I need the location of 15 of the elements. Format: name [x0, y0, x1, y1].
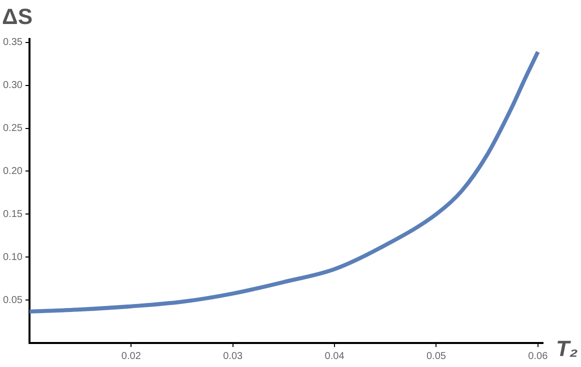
- y-tick-label: 0.10: [2, 252, 23, 263]
- y-tick-label: 0.35: [2, 37, 23, 48]
- y-tick-label: 0.20: [2, 166, 23, 177]
- y-tick-label: 0.30: [2, 80, 23, 92]
- x-tick-label: 0.05: [426, 350, 446, 362]
- line-series: [29, 50, 540, 314]
- x-tick-label: 0.04: [324, 350, 345, 362]
- y-tick-label: 0.05: [2, 294, 23, 306]
- x-tick-label: 0.03: [223, 350, 244, 362]
- x-axis-title: T₂: [556, 336, 578, 362]
- x-tick-label: 0.06: [528, 350, 548, 362]
- y-tick-label: 0.25: [2, 123, 23, 134]
- y-tick-label: 0.15: [2, 208, 23, 220]
- x-tick-label: 0.02: [121, 350, 142, 362]
- y-axis-title: ΔS: [2, 4, 32, 30]
